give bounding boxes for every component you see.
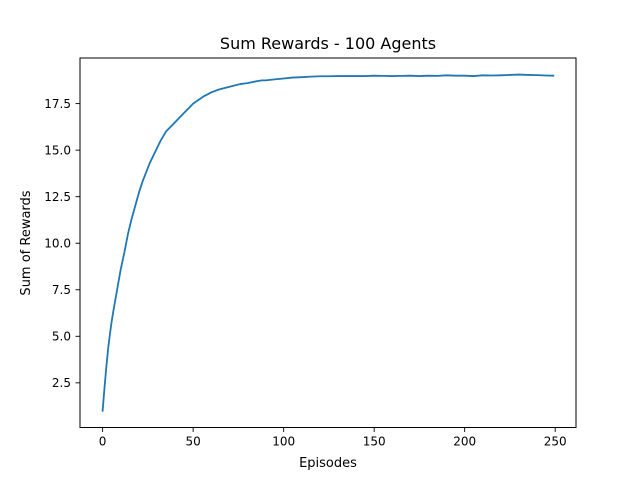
y-tick-label: 7.5 <box>52 283 71 297</box>
x-tick-label: 50 <box>185 435 200 449</box>
y-tick-label: 17.5 <box>44 97 71 111</box>
chart-title: Sum Rewards - 100 Agents <box>220 34 436 53</box>
x-tick-label: 200 <box>453 435 476 449</box>
y-tick-label: 12.5 <box>44 190 71 204</box>
series-line-0 <box>101 73 555 412</box>
y-tick-label: 5.0 <box>52 329 71 343</box>
y-tick-label: 2.5 <box>52 376 71 390</box>
x-tick-label: 250 <box>544 435 567 449</box>
x-tick-label: 0 <box>99 435 107 449</box>
y-axis-label: Sum of Rewards <box>19 190 34 295</box>
x-axis: 0 50 100 150 200 250 <box>99 427 567 449</box>
x-tick-label: 150 <box>363 435 386 449</box>
y-tick-label: 10.0 <box>44 236 71 250</box>
axes-frame <box>79 57 577 428</box>
y-axis: 2.5 5.0 7.5 10.0 12.5 15.0 17.5 <box>44 97 80 390</box>
y-tick-label: 15.0 <box>44 143 71 157</box>
x-tick-label: 100 <box>272 435 295 449</box>
x-axis-label: Episodes <box>299 456 357 471</box>
plot-area <box>101 73 555 412</box>
